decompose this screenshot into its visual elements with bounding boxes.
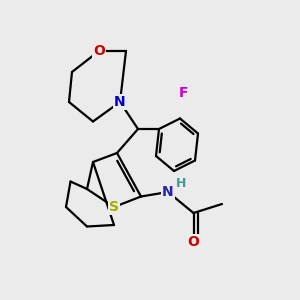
Text: S: S xyxy=(109,200,119,214)
Text: O: O xyxy=(188,235,200,248)
Text: H: H xyxy=(176,177,187,190)
Text: N: N xyxy=(162,185,174,199)
Text: F: F xyxy=(178,86,188,100)
Text: N: N xyxy=(114,95,126,109)
Text: O: O xyxy=(93,44,105,58)
